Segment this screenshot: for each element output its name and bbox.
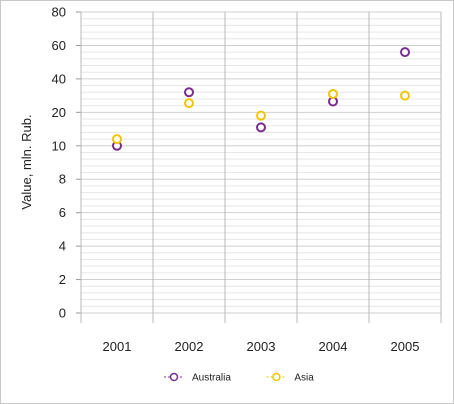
y-axis-title: Value, mln. Rub. — [19, 114, 34, 209]
x-axis-tick-labels: 2001 2002 2003 2004 2005 — [103, 339, 420, 354]
x-tick-label: 2004 — [319, 339, 348, 354]
major-gridlines — [76, 11, 442, 323]
data-point[interactable] — [328, 88, 338, 99]
data-point[interactable] — [184, 98, 194, 109]
x-tick-label: 2002 — [175, 339, 204, 354]
data-point[interactable] — [400, 47, 410, 58]
x-tick-label: 2001 — [103, 339, 132, 354]
y-tick-label: 10 — [52, 138, 66, 153]
legend-label: Australia — [192, 373, 231, 384]
data-point[interactable] — [184, 87, 194, 98]
minor-gridlines — [81, 18, 441, 307]
y-axis-tick-labels: 0 2 4 6 8 10 20 40 60 80 — [52, 5, 66, 321]
x-tick-label: 2003 — [247, 339, 276, 354]
y-tick-label: 0 — [59, 306, 66, 321]
data-point[interactable] — [256, 122, 266, 133]
y-tick-label: 60 — [52, 38, 66, 53]
y-tick-label: 40 — [52, 71, 66, 86]
legend-marker — [169, 372, 179, 382]
y-tick-label: 80 — [52, 5, 66, 20]
data-point[interactable] — [112, 134, 122, 145]
legend: Australia Asia — [164, 373, 314, 384]
y-tick-label: 4 — [59, 239, 66, 254]
y-tick-label: 8 — [59, 172, 66, 187]
data-point[interactable] — [256, 110, 266, 121]
data-points — [112, 47, 410, 151]
x-tick-label: 2005 — [391, 339, 420, 354]
legend-marker — [272, 372, 281, 382]
y-tick-label: 20 — [52, 105, 66, 120]
y-tick-label: 6 — [59, 205, 66, 220]
y-tick-label: 2 — [59, 272, 66, 287]
legend-label: Asia — [294, 373, 314, 384]
data-point[interactable] — [400, 90, 410, 101]
